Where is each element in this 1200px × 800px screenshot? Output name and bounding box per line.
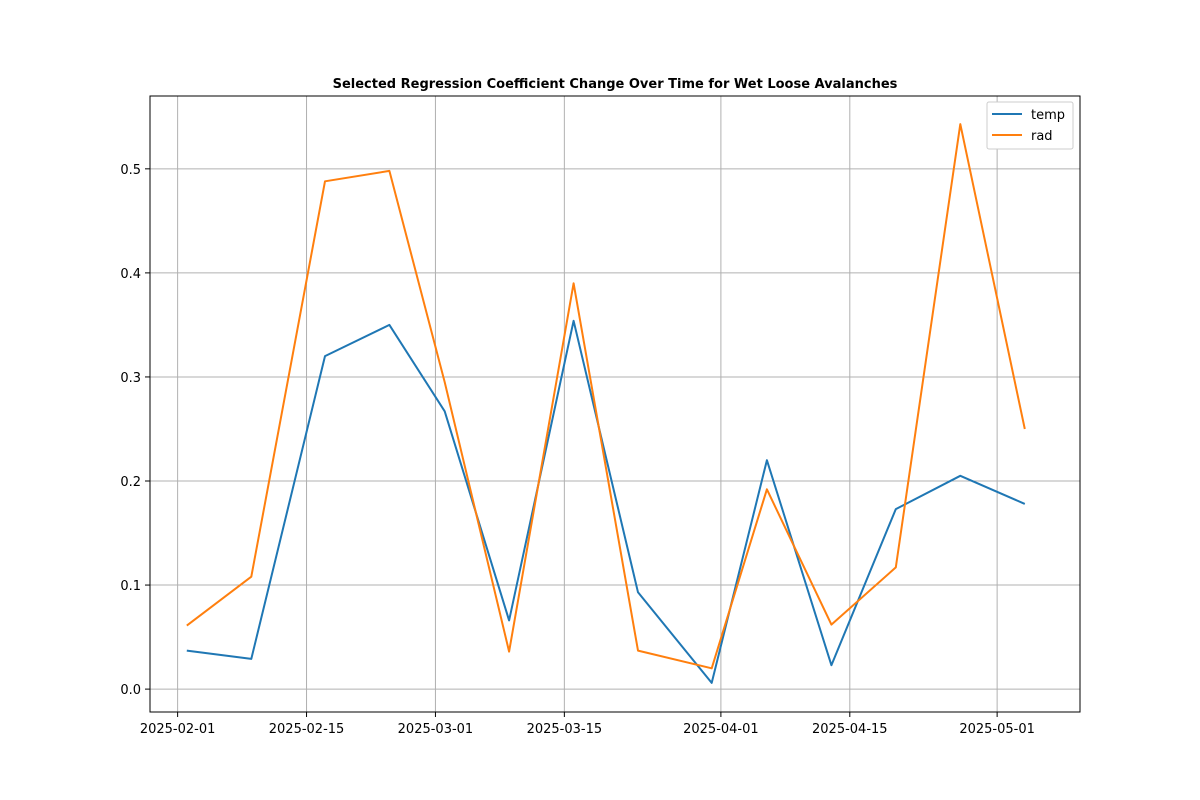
chart-title: Selected Regression Coefficient Change O… xyxy=(333,77,898,92)
y-tick-label: 0.4 xyxy=(120,267,141,282)
legend-label-temp: temp xyxy=(1031,108,1065,123)
x-axis: 2025-02-01 2025-02-15 2025-03-01 2025-03-15… xyxy=(140,712,1035,737)
y-tick-label: 0.3 xyxy=(120,371,141,386)
series-lines xyxy=(186,123,1026,684)
y-tick-label: 0.2 xyxy=(120,475,141,490)
x-tick-label: 2025-03-01 xyxy=(398,722,474,737)
x-tick-label: 2025-02-15 xyxy=(269,722,345,737)
y-axis: 0.0 0.1 0.2 0.3 0.4 0.5 xyxy=(120,163,150,698)
series-line-temp xyxy=(186,319,1026,684)
x-tick-label: 2025-04-15 xyxy=(812,722,888,737)
x-tick-label: 2025-05-01 xyxy=(959,722,1035,737)
legend: temp rad xyxy=(986,101,1074,150)
legend-label-rad: rad xyxy=(1031,129,1053,144)
x-tick-label: 2025-02-01 xyxy=(140,722,216,737)
x-tick-label: 2025-04-01 xyxy=(683,722,759,737)
y-tick-label: 0.0 xyxy=(120,683,141,698)
grid-lines xyxy=(150,96,1080,712)
x-tick-label: 2025-03-15 xyxy=(527,722,603,737)
y-tick-label: 0.5 xyxy=(120,163,141,178)
series-line-rad xyxy=(186,123,1026,670)
plot-area xyxy=(149,95,1081,713)
y-tick-label: 0.1 xyxy=(120,579,141,594)
